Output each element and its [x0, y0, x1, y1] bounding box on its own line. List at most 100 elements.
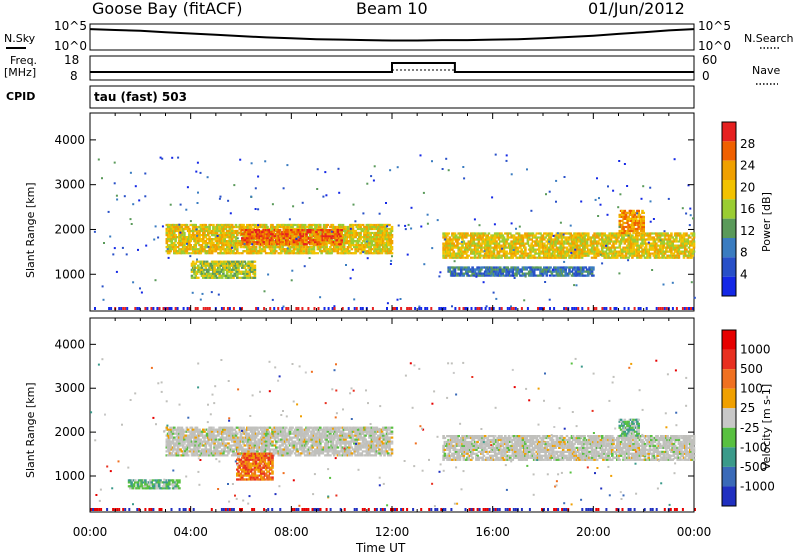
power-cell	[331, 235, 335, 238]
power-cell	[573, 268, 576, 271]
power-scatter-cell	[573, 284, 576, 287]
power-cell	[215, 231, 219, 235]
power-scatter-cell	[254, 187, 257, 190]
power-scatter-cell	[349, 227, 352, 230]
power-cell	[524, 266, 527, 269]
power-scatter-cell	[485, 268, 487, 271]
power-cell	[511, 270, 515, 273]
power-cell	[225, 252, 229, 255]
power-cell	[472, 250, 476, 253]
power-cell	[514, 248, 517, 251]
power-scatter-cell	[295, 237, 298, 240]
power-cell	[364, 244, 367, 247]
power-cell	[191, 248, 195, 251]
power-cell	[505, 274, 508, 277]
power-cell	[220, 223, 224, 227]
power-cell	[302, 229, 306, 232]
power-cell	[286, 229, 289, 232]
power-cell	[504, 244, 507, 247]
power-scatter-cell	[523, 299, 526, 302]
power-cell	[197, 234, 200, 237]
power-cell	[502, 248, 506, 251]
power-cell	[692, 242, 696, 245]
power-scatter-cell	[574, 248, 577, 251]
power-cell	[478, 236, 482, 239]
power-cell	[371, 225, 375, 229]
power-cell	[637, 231, 640, 235]
power-cell	[247, 276, 250, 279]
power-cell	[621, 231, 624, 235]
power-scatter-cell	[445, 157, 448, 160]
power-cell	[497, 252, 501, 255]
power-scatter-cell	[548, 190, 551, 193]
power-cell	[364, 238, 367, 241]
power-cell	[389, 231, 393, 235]
power-cell	[538, 274, 541, 277]
power-ground-cell	[257, 307, 260, 310]
power-cell	[210, 252, 214, 255]
power-cell	[483, 270, 487, 273]
power-cell	[638, 217, 642, 220]
power-cell	[325, 248, 328, 251]
power-cell	[632, 209, 635, 212]
power-scatter-cell	[319, 296, 322, 299]
power-cell	[314, 252, 317, 255]
power-cell	[558, 252, 561, 255]
power-scatter-cell	[651, 269, 654, 271]
power-cell	[236, 274, 239, 277]
power-cell	[476, 248, 479, 251]
power-cell	[200, 272, 204, 275]
power-cell	[472, 236, 476, 239]
power-cell	[288, 241, 292, 244]
power-cell	[672, 256, 676, 259]
power-cell	[492, 242, 496, 245]
power-scatter-cell	[623, 163, 626, 165]
power-cell	[629, 242, 633, 245]
power-cell	[633, 213, 637, 216]
power-cell	[370, 242, 374, 245]
nave-label: Nave	[752, 64, 780, 77]
power-scatter-cell	[397, 224, 400, 227]
power-cell	[556, 268, 560, 271]
power-cell	[291, 235, 294, 238]
power-cell	[607, 240, 610, 243]
power-cell	[165, 246, 169, 249]
power-cell	[473, 274, 477, 277]
power-cell	[622, 227, 625, 231]
power-cell	[210, 240, 214, 243]
power-cell	[641, 234, 644, 237]
power-scatter-cell	[132, 203, 135, 206]
power-cell	[390, 246, 394, 249]
power-cell	[563, 246, 566, 249]
power-cell	[288, 237, 292, 240]
power-cell	[224, 227, 228, 231]
power-scatter-cell	[606, 213, 609, 216]
nsearch-label: N.Search	[744, 32, 794, 45]
power-cell	[168, 223, 171, 227]
power-cell	[677, 250, 681, 253]
power-cell	[556, 234, 560, 237]
power-cell	[493, 238, 497, 241]
power-scatter-cell	[195, 170, 198, 173]
power-cell	[486, 242, 489, 245]
power-cell	[582, 240, 585, 243]
power-cell	[237, 266, 240, 269]
power-cell	[558, 272, 561, 275]
power-cell	[359, 231, 362, 235]
power-cell	[383, 242, 386, 245]
power-cell	[675, 238, 678, 241]
power-cell	[246, 248, 249, 251]
power-cell	[248, 272, 252, 275]
power-cell	[276, 233, 279, 236]
power-cell	[466, 246, 469, 249]
power-cell	[560, 274, 564, 277]
power-cell	[633, 238, 637, 241]
power-ground-cell	[152, 307, 155, 310]
power-cell	[675, 232, 678, 235]
power-cell	[291, 246, 294, 249]
power-cell	[677, 240, 681, 243]
power-scatter-cell	[134, 185, 137, 188]
power-cell	[540, 240, 544, 243]
power-cell	[365, 227, 369, 231]
power-cell	[480, 268, 483, 271]
